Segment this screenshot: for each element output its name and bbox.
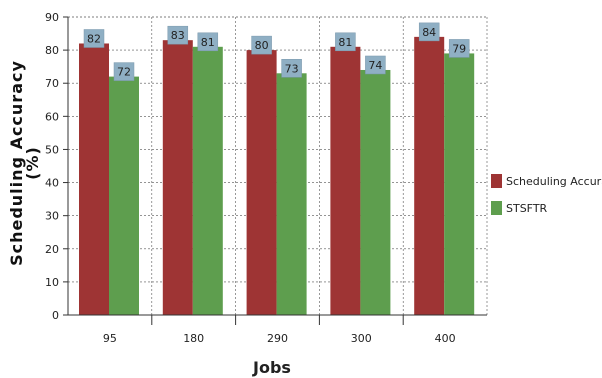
data-label-box <box>365 55 386 75</box>
bar <box>444 53 475 316</box>
data-label: 83 <box>171 29 185 42</box>
data-label: 81 <box>201 36 215 49</box>
data-label: 84 <box>422 26 436 39</box>
data-label: 82 <box>87 32 101 45</box>
y-tick-label: 10 <box>45 276 59 289</box>
bars <box>79 36 475 316</box>
legend-label: STSFTR <box>506 202 548 215</box>
data-label-box <box>83 29 105 48</box>
data-label: 72 <box>117 66 131 79</box>
y-axis-title-line2: (%) <box>23 146 42 180</box>
legend: Scheduling Accuracy STSFTR <box>491 174 602 215</box>
bar <box>246 50 277 315</box>
data-label: 81 <box>338 36 352 49</box>
y-tick-label: 50 <box>45 143 59 156</box>
data-label-box <box>197 32 219 52</box>
x-tick-label: 290 <box>267 332 288 345</box>
bar <box>330 46 361 316</box>
y-axis-title-line1: Scheduling Accuracy <box>7 60 26 266</box>
data-label-box <box>335 32 356 52</box>
data-label-box <box>281 59 302 78</box>
y-tick-label: 30 <box>45 210 59 223</box>
data-label: 73 <box>285 62 299 75</box>
y-tick-label: 0 <box>52 309 59 322</box>
axes <box>63 16 487 325</box>
data-label: 74 <box>368 59 382 72</box>
bar <box>276 73 307 316</box>
y-tick-label: 20 <box>45 243 59 256</box>
data-labels: 82 83 80 81 84 72 81 73 74 79 <box>83 22 470 81</box>
x-tick-label: 180 <box>183 332 204 345</box>
y-tick-label: 70 <box>45 77 59 90</box>
bar <box>192 46 223 316</box>
x-tick-labels: 95 180 290 300 400 <box>103 332 456 345</box>
bar <box>414 36 445 315</box>
bar <box>109 76 139 315</box>
y-tick-label: 60 <box>45 110 59 123</box>
y-tick-label: 90 <box>45 11 59 24</box>
y-tick-label: 80 <box>45 44 59 57</box>
x-tick-label: 300 <box>351 332 372 345</box>
bar <box>360 69 391 315</box>
data-label-box <box>251 35 272 55</box>
data-label-box <box>113 62 135 81</box>
x-tick-label: 400 <box>435 332 456 345</box>
data-label-box <box>448 39 470 58</box>
bar <box>79 43 109 315</box>
y-axis-title: Scheduling Accuracy (%) <box>7 60 42 266</box>
data-label: 80 <box>255 39 269 52</box>
legend-label: Scheduling Accuracy <box>506 175 602 188</box>
data-label: 79 <box>452 42 466 55</box>
legend-swatch <box>491 174 502 188</box>
y-tick-labels: 0 10 20 30 40 50 60 70 80 90 <box>45 11 59 322</box>
bar <box>162 40 193 316</box>
data-label-box <box>167 25 189 45</box>
x-tick-label: 95 <box>103 332 117 345</box>
legend-swatch <box>491 201 502 215</box>
y-tick-label: 40 <box>45 177 59 190</box>
data-label-box <box>418 22 440 42</box>
x-axis-title: Jobs <box>252 358 291 377</box>
